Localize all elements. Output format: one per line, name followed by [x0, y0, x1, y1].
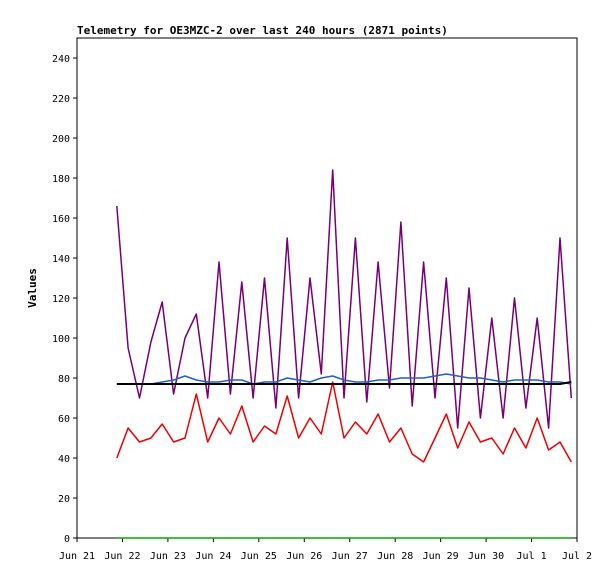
y-tick-label: 80: [58, 374, 70, 385]
y-tick-label: 100: [52, 334, 70, 345]
x-tick-label: Jun 21: [59, 551, 95, 562]
plot-area: [76, 37, 578, 539]
y-axis: 0 20 40 60 80 100 120 140 160 180 200 220 240: [52, 54, 77, 545]
series-line-3: [116, 381, 572, 385]
x-tick-label: Jun 25: [241, 551, 277, 562]
y-tick-label: 180: [52, 174, 70, 185]
series-line-1: [116, 373, 572, 385]
series-line-0: [116, 169, 573, 429]
y-tick-label: 140: [52, 254, 70, 265]
y-tick-label: 240: [52, 54, 70, 65]
x-tick-label: Jun 23: [150, 551, 186, 562]
x-tick-label: Jun 27: [332, 551, 368, 562]
y-tick-label: 200: [52, 134, 70, 145]
y-tick-label: 0: [64, 534, 70, 545]
y-tick-label: 20: [58, 494, 70, 505]
x-tick-label: Jun 24: [195, 551, 231, 562]
y-tick-label: 60: [58, 414, 70, 425]
x-tick-label: Jun 22: [104, 551, 140, 562]
y-axis-label: Values: [26, 268, 39, 308]
y-tick-label: 160: [52, 214, 70, 225]
x-tick-label: Jun 30: [468, 551, 504, 562]
series-line-2: [116, 381, 572, 463]
x-tick-label: Jun 28: [377, 551, 413, 562]
x-tick-label: Jul 2: [562, 551, 592, 562]
x-axis: Jun 21 Jun 22 Jun 23 Jun 24 Jun 25 Jun 26 Jun …: [59, 538, 592, 562]
x-tick-label: Jun 29: [423, 551, 459, 562]
x-tick-label: Jun 26: [286, 551, 322, 562]
x-tick-label: Jul 1: [516, 551, 546, 562]
series-group: [116, 169, 573, 539]
y-tick-label: 40: [58, 454, 70, 465]
y-tick-label: 220: [52, 94, 70, 105]
y-tick-label: 120: [52, 294, 70, 305]
chart-title: Telemetry for OE3MZC-2 over last 240 hou…: [77, 24, 448, 37]
